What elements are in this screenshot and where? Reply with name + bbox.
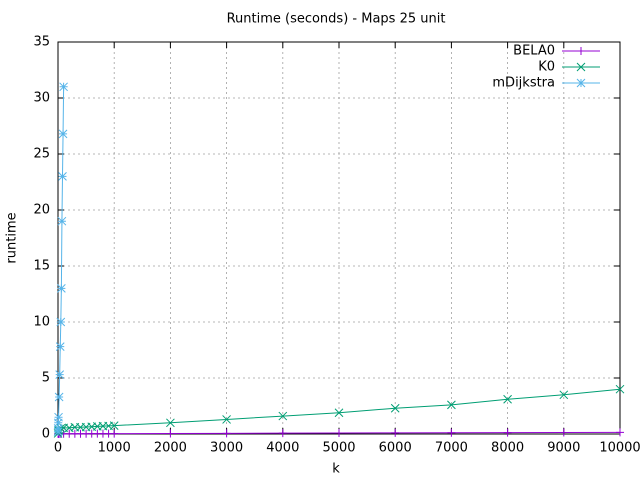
x-tick-label: 8000	[491, 441, 524, 456]
chart-title: Runtime (seconds) - Maps 25 unit	[227, 12, 446, 27]
data-point	[335, 428, 343, 437]
data-point	[559, 428, 568, 437]
legend-marker	[576, 62, 586, 72]
data-point	[278, 411, 288, 421]
legend-label: BELA0	[513, 44, 555, 59]
data-point	[57, 284, 66, 293]
data-point	[334, 408, 344, 418]
data-point	[447, 428, 456, 437]
data-point	[391, 428, 400, 437]
series-line	[57, 86, 65, 432]
data-point	[447, 400, 456, 410]
series-line	[57, 388, 621, 434]
x-tick-label: 0	[54, 441, 62, 456]
data-point	[166, 418, 175, 428]
data-point	[58, 129, 68, 139]
y-tick-label: 20	[33, 203, 50, 218]
y-tick-label: 5	[42, 371, 50, 386]
data-point	[53, 424, 63, 433]
legend-label: K0	[538, 60, 555, 75]
y-tick-label: 0	[42, 427, 50, 442]
x-tick-label: 3000	[210, 441, 243, 456]
data-point	[109, 421, 119, 430]
y-tick-label: 25	[33, 147, 50, 162]
data-point	[615, 384, 625, 394]
x-tick-label: 5000	[322, 441, 355, 456]
data-point	[222, 415, 231, 424]
data-point	[55, 370, 65, 379]
data-point	[222, 429, 231, 438]
legend-marker	[577, 47, 585, 55]
x-axis-label: k	[332, 462, 340, 477]
data-point	[58, 172, 67, 181]
x-tick-label: 2000	[154, 441, 187, 456]
data-point	[166, 429, 175, 438]
data-point	[390, 403, 400, 413]
data-point	[53, 418, 63, 428]
data-point	[559, 390, 569, 400]
y-tick-label: 35	[33, 35, 50, 50]
data-point	[110, 429, 119, 438]
x-tick-label: 9000	[547, 441, 580, 456]
data-point	[503, 428, 512, 437]
y-tick-label: 30	[33, 91, 50, 106]
x-tick-label: 10000	[599, 441, 640, 456]
data-point	[59, 82, 68, 92]
data-point	[54, 392, 64, 402]
x-tick-label: 4000	[266, 441, 299, 456]
legend-marker	[576, 78, 586, 88]
data-point	[57, 216, 67, 226]
y-tick-label: 15	[33, 259, 50, 274]
x-tick-label: 1000	[98, 441, 131, 456]
data-point	[56, 317, 66, 327]
data-point	[278, 429, 287, 438]
data-point	[616, 428, 624, 437]
x-tick-label: 7000	[435, 441, 468, 456]
data-point	[54, 412, 63, 422]
y-tick-label: 10	[33, 315, 50, 330]
data-point	[55, 342, 65, 351]
y-axis-label: runtime	[5, 212, 20, 263]
x-tick-label: 6000	[379, 441, 412, 456]
data-point	[503, 394, 512, 404]
legend-label: mDijkstra	[492, 76, 555, 91]
